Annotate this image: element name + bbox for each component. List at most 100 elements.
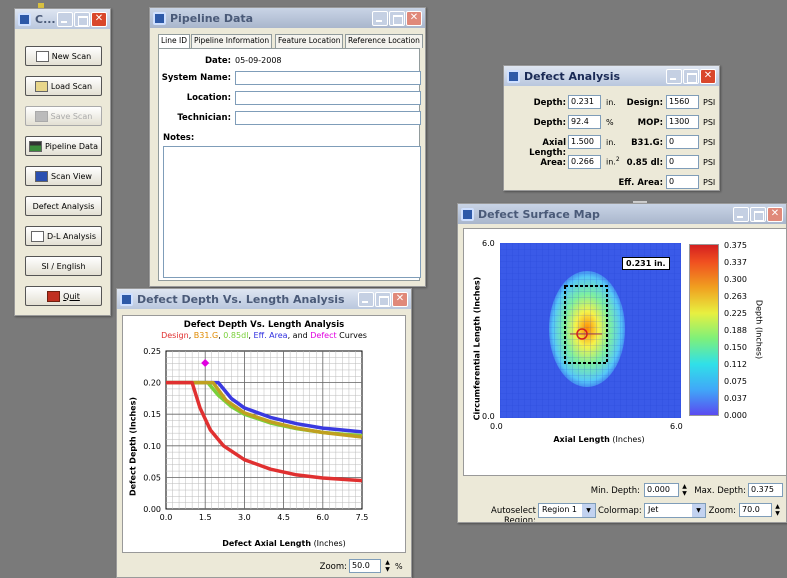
- depth-label: Depth:: [533, 98, 566, 108]
- b31g-label: B31.G:: [631, 138, 663, 148]
- chart-x-label-text: Defect Axial Length: [222, 539, 312, 548]
- load-scan-button[interactable]: Load Scan: [25, 76, 102, 96]
- maximize-button[interactable]: [74, 11, 90, 27]
- pipeline-data-button[interactable]: Pipeline Data: [25, 136, 102, 156]
- eff-area-label: Eff. Area:: [618, 178, 663, 188]
- new-scan-label: New Scan: [51, 51, 92, 61]
- close-button[interactable]: ✕: [91, 11, 107, 27]
- close-button[interactable]: ✕: [406, 10, 422, 26]
- colormap-select[interactable]: Jet ▼: [644, 503, 706, 518]
- defect-analysis-titlebar[interactable]: Defect Analysis ✕: [504, 66, 719, 86]
- surface-zoom-field[interactable]: 70.0: [739, 503, 772, 517]
- system-name-field[interactable]: [235, 71, 421, 85]
- notes-textarea[interactable]: [163, 146, 421, 278]
- max-depth-label: Max. Depth:: [694, 486, 746, 496]
- area-label: Area:: [540, 158, 566, 168]
- defect-analysis-button[interactable]: Defect Analysis: [25, 196, 102, 216]
- app-icon: [507, 69, 520, 83]
- close-button[interactable]: ✕: [700, 68, 716, 84]
- technician-field[interactable]: [235, 111, 421, 125]
- x-tick-label: 0.0: [160, 513, 173, 522]
- minimize-button[interactable]: [372, 10, 388, 26]
- dl085-field[interactable]: 0: [666, 155, 699, 169]
- tab-line-id[interactable]: Line ID: [158, 34, 191, 49]
- eff-area-field[interactable]: 0: [666, 175, 699, 189]
- colorbar-tick-2: 0.300: [724, 275, 747, 284]
- new-scan-button[interactable]: New Scan: [25, 46, 102, 66]
- depth-unit: in.: [606, 98, 616, 107]
- surface-map-titlebar[interactable]: Defect Surface Map ✕: [458, 204, 786, 224]
- minimize-button[interactable]: [358, 291, 374, 307]
- min-depth-field[interactable]: 0.000: [644, 483, 679, 497]
- close-button[interactable]: ✕: [392, 291, 408, 307]
- pipeline-titlebar[interactable]: Pipeline Data ✕: [150, 8, 425, 28]
- x-axis-label: Axial Length (Inches): [539, 435, 659, 444]
- b31g-field[interactable]: 0: [666, 135, 699, 149]
- quit-button[interactable]: Quit: [25, 286, 102, 306]
- axial-length-field[interactable]: 1.500: [568, 135, 601, 149]
- dl-analysis-button[interactable]: D-L Analysis: [25, 226, 102, 246]
- tab-reference-location[interactable]: Reference Location: [345, 34, 423, 48]
- location-field[interactable]: [235, 91, 421, 105]
- subtitle-part: , and: [287, 331, 311, 340]
- subtitle-part: ,: [218, 331, 224, 340]
- toolbox-title: C...: [35, 12, 56, 26]
- dl-zoom-field[interactable]: 50.0: [349, 559, 381, 573]
- new-file-icon: [35, 50, 49, 62]
- maximize-button[interactable]: [375, 291, 391, 307]
- close-button[interactable]: ✕: [767, 206, 783, 222]
- design-unit: PSI: [703, 98, 716, 107]
- colorbar-tick-8: 0.075: [724, 377, 747, 386]
- defect-analysis-title: Defect Analysis: [524, 69, 621, 83]
- series-line: [166, 380, 363, 439]
- save-scan-label: Save Scan: [50, 111, 93, 121]
- minimize-button[interactable]: [733, 206, 749, 222]
- desktop-icon: [38, 3, 44, 9]
- app-icon: [153, 11, 166, 25]
- colorbar-tick-0: 0.375: [724, 241, 747, 250]
- defect-analysis-window: Defect Analysis ✕ Depth: 0.231 in. Depth…: [503, 65, 720, 191]
- min-depth-spinner[interactable]: ▲ ▼: [682, 483, 687, 497]
- area-field[interactable]: 0.266: [568, 155, 601, 169]
- tab-feature-location[interactable]: Feature Location: [275, 34, 344, 48]
- autoselect-region-select[interactable]: Region 1 ▼: [538, 503, 596, 518]
- eff-area-unit: PSI: [703, 178, 716, 187]
- selected-region[interactable]: [564, 285, 608, 364]
- colorbar-tick-7: 0.112: [724, 360, 747, 369]
- series-line: [166, 380, 363, 483]
- chart-x-label: Defect Axial Length (Inches): [163, 539, 405, 548]
- minimize-button[interactable]: [57, 11, 73, 27]
- maximize-button[interactable]: [750, 206, 766, 222]
- minimize-button[interactable]: [666, 68, 682, 84]
- folder-icon: [34, 80, 48, 92]
- y-tick-label: 0.25: [143, 347, 161, 356]
- date-label: Date:: [204, 56, 231, 66]
- scan-view-button[interactable]: Scan View: [25, 166, 102, 186]
- depth-field[interactable]: 0.231: [568, 95, 601, 109]
- b31g-unit: PSI: [703, 138, 716, 147]
- mop-field[interactable]: 1300: [666, 115, 699, 129]
- colorbar-tick-4: 0.225: [724, 309, 747, 318]
- depth-percent-field[interactable]: 92.4: [568, 115, 601, 129]
- tab-pipeline-information[interactable]: Pipeline Information: [191, 34, 273, 48]
- max-depth-field[interactable]: 0.375: [748, 483, 783, 497]
- save-scan-button[interactable]: Save Scan: [25, 106, 102, 126]
- maximize-button[interactable]: [389, 10, 405, 26]
- x-tick-label: 3.0: [238, 513, 251, 522]
- date-value: 05-09-2008: [235, 56, 282, 65]
- dl085-label: 0.85 dl:: [626, 158, 663, 168]
- units-toggle-button[interactable]: SI / English: [25, 256, 102, 276]
- app-icon: [461, 207, 474, 221]
- maximize-button[interactable]: [683, 68, 699, 84]
- dl-chart: 0.0 1.5 3.0 4.5 6.0 7.5 0.25 0.20 0.15 0.10 0.05 0.…: [143, 347, 368, 522]
- subtitle-part: B31.G: [193, 331, 219, 340]
- series-line: [166, 380, 363, 434]
- toolbox-titlebar[interactable]: C... ✕: [15, 9, 110, 29]
- design-field[interactable]: 1560: [666, 95, 699, 109]
- dl-zoom-spinner[interactable]: ▲ ▼: [385, 559, 390, 573]
- x-tick-label: 1.5: [199, 513, 212, 522]
- surface-zoom-label: Zoom:: [708, 506, 736, 516]
- surface-zoom-spinner[interactable]: ▲ ▼: [775, 503, 780, 517]
- dl-analysis-titlebar[interactable]: Defect Depth Vs. Length Analysis ✕: [117, 289, 411, 309]
- chevron-down-icon: ▼: [692, 504, 705, 517]
